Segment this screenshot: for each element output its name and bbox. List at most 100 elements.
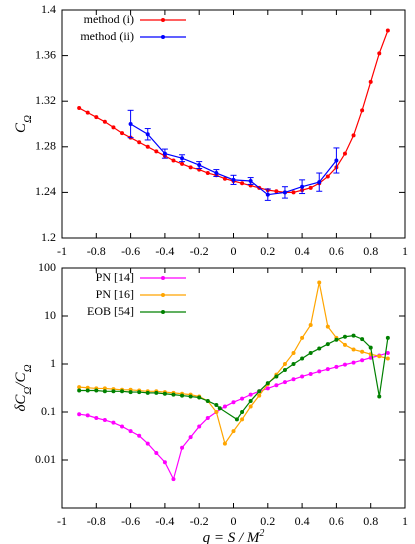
data-point — [282, 190, 287, 195]
data-point — [102, 386, 107, 391]
data-point — [351, 333, 356, 338]
x-tick-label: -0.6 — [121, 244, 140, 258]
data-point — [120, 389, 125, 394]
data-point — [231, 177, 236, 182]
data-point — [214, 402, 219, 407]
data-point — [180, 161, 185, 166]
data-point — [351, 347, 356, 352]
data-point — [162, 151, 167, 156]
data-point — [162, 460, 167, 465]
data-point — [282, 362, 287, 366]
data-point — [154, 390, 159, 395]
data-point — [217, 406, 222, 411]
data-point — [145, 390, 150, 395]
data-point — [137, 140, 142, 145]
y-tick-label: 0.01 — [35, 452, 56, 466]
data-point — [248, 179, 253, 183]
data-point — [197, 395, 202, 400]
x-tick-label: 1 — [402, 514, 408, 528]
data-point — [317, 346, 322, 351]
x-tick-label: -1 — [57, 244, 67, 258]
data-point — [197, 424, 202, 429]
data-point — [102, 119, 107, 124]
data-point — [128, 390, 133, 395]
series-line — [78, 30, 389, 193]
x-tick-label: 0 — [231, 514, 237, 528]
data-point — [94, 115, 99, 120]
data-point — [162, 391, 167, 396]
data-point — [308, 322, 313, 327]
y-tick-label: 1.28 — [35, 139, 56, 153]
data-point — [240, 410, 245, 414]
data-point — [85, 413, 90, 418]
data-point — [111, 389, 116, 394]
data-point — [368, 345, 373, 350]
data-point — [222, 176, 227, 181]
x-tick-label: -0.8 — [87, 244, 106, 258]
data-point — [351, 133, 356, 138]
data-point — [171, 477, 176, 482]
data-point — [360, 337, 365, 342]
data-point — [385, 350, 390, 355]
data-point — [300, 374, 305, 379]
series-line — [79, 352, 389, 481]
data-point — [240, 181, 245, 186]
data-point — [325, 342, 330, 347]
x-tick-label: 0.2 — [260, 244, 275, 258]
axis-label: δCΩ/CΩ — [13, 364, 33, 411]
data-point — [342, 334, 347, 339]
legend-label: PN [16] — [96, 287, 134, 301]
legend-marker — [161, 35, 165, 39]
data-point — [214, 410, 219, 414]
data-point — [368, 79, 373, 84]
label-part: 2 — [259, 528, 264, 539]
legend-label: PN [14] — [96, 270, 134, 284]
data-point — [342, 362, 347, 367]
data-point — [377, 354, 382, 359]
data-point — [248, 404, 253, 409]
y-tick-label: 10 — [44, 308, 56, 322]
data-point — [145, 132, 150, 137]
x-tick-label: 0 — [231, 244, 237, 258]
data-point — [231, 400, 236, 405]
data-point — [188, 394, 193, 399]
legend-label: EOB [54] — [87, 304, 134, 318]
data-point — [205, 171, 210, 176]
x-tick-label: -0.8 — [87, 514, 106, 528]
data-point — [257, 393, 262, 398]
data-point — [317, 180, 322, 185]
data-point — [231, 429, 236, 434]
x-tick-label: 1 — [402, 244, 408, 258]
data-point — [188, 165, 193, 170]
data-point — [282, 380, 287, 385]
data-point — [85, 388, 90, 393]
data-point — [188, 435, 193, 440]
data-point — [205, 398, 210, 403]
x-tick-label: 0.4 — [295, 514, 310, 528]
x-tick-label: -0.2 — [190, 244, 209, 258]
data-point — [145, 441, 150, 446]
data-point — [128, 122, 133, 126]
label-part: δC — [13, 394, 29, 412]
data-point — [317, 369, 322, 374]
data-point — [171, 392, 176, 397]
data-point — [282, 367, 287, 372]
data-point — [102, 418, 107, 423]
data-point — [85, 385, 90, 390]
series-line — [79, 335, 389, 421]
y-tick-label: 1.32 — [35, 93, 56, 107]
data-point — [334, 337, 339, 342]
x-tick-label: 0.6 — [329, 244, 344, 258]
data-point — [77, 388, 82, 393]
data-point — [222, 404, 227, 409]
data-point — [385, 356, 390, 361]
data-point — [180, 445, 185, 450]
data-point — [308, 350, 313, 355]
data-point — [265, 381, 270, 386]
x-tick-label: 0.6 — [329, 514, 344, 528]
data-point — [222, 441, 227, 446]
y-tick-label: 1.24 — [35, 184, 56, 198]
legend-marker — [161, 293, 165, 297]
data-point — [300, 335, 305, 340]
data-point — [77, 412, 82, 417]
